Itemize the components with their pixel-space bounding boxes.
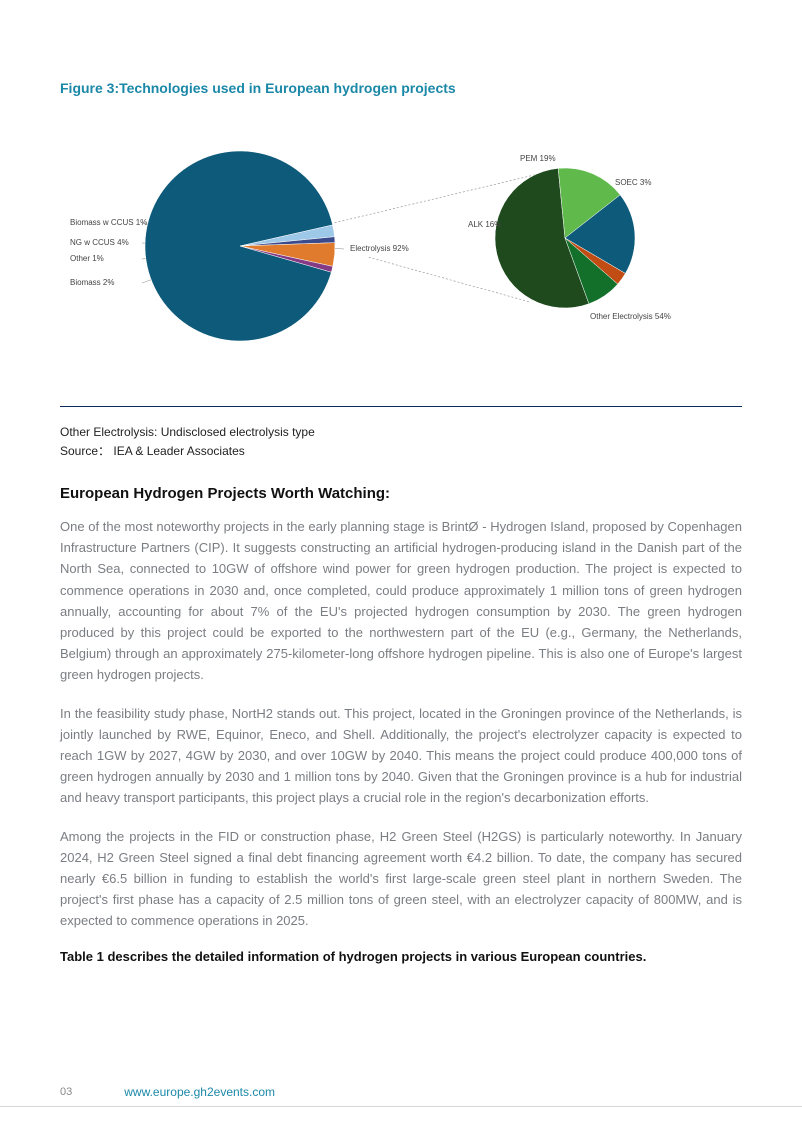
figure-note-1: Other Electrolysis: Undisclosed electrol…	[60, 423, 742, 442]
figure-note-2: Source： IEA & Leader Associates	[60, 442, 742, 461]
main-pie-label-0: Electrolysis 92%	[350, 244, 409, 254]
main-pie-label-3: NG w CCUS 4%	[70, 238, 129, 248]
detail-pie-label-2: PEM 19%	[520, 154, 556, 164]
detail-pie-label-0: Other Electrolysis 54%	[590, 312, 671, 322]
page-footer: 03 www.europe.gh2events.com	[60, 1085, 742, 1099]
figure-title: Figure 3:Technologies used in European h…	[60, 80, 742, 96]
table-lead: Table 1 describes the detailed informati…	[60, 949, 742, 964]
chart-area: Electrolysis 92% Biomass 2% Other 1% NG w C…	[60, 126, 742, 386]
page-number: 03	[60, 1086, 72, 1098]
main-pie-label-4: Biomass w CCUS 1%	[70, 218, 147, 228]
footer-link[interactable]: www.europe.gh2events.com	[124, 1085, 275, 1099]
detail-pie-label-3: SOEC 3%	[615, 178, 651, 188]
paragraph-2: In the feasibility study phase, NortH2 s…	[60, 703, 742, 808]
detail-pie-label-1: ALK 16%	[468, 220, 501, 230]
section-heading: European Hydrogen Projects Worth Watchin…	[60, 485, 742, 502]
footer-rule	[0, 1106, 802, 1107]
main-pie-label-1: Biomass 2%	[70, 278, 114, 288]
section-divider	[60, 406, 742, 407]
paragraph-3: Among the projects in the FID or constru…	[60, 826, 742, 931]
paragraph-1: One of the most noteworthy projects in t…	[60, 516, 742, 684]
main-pie-label-2: Other 1%	[70, 254, 104, 264]
